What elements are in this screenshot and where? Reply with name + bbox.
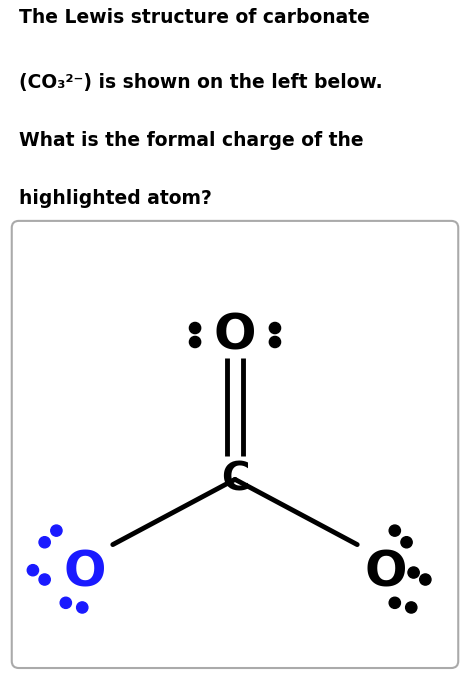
Text: (CO₃²⁻) is shown on the left below.: (CO₃²⁻) is shown on the left below. (19, 73, 383, 92)
Circle shape (401, 537, 412, 548)
Circle shape (389, 525, 400, 536)
Circle shape (269, 336, 281, 348)
Text: O: O (214, 311, 256, 359)
Circle shape (408, 567, 419, 578)
Text: O: O (364, 549, 407, 597)
Circle shape (189, 323, 201, 333)
Text: What is the formal charge of the: What is the formal charge of the (19, 131, 363, 150)
Circle shape (189, 336, 201, 348)
Text: C: C (221, 460, 249, 498)
Circle shape (51, 525, 62, 536)
Circle shape (77, 602, 88, 613)
Circle shape (269, 323, 281, 333)
Text: O: O (63, 549, 106, 597)
Text: The Lewis structure of carbonate: The Lewis structure of carbonate (19, 8, 370, 27)
Circle shape (420, 574, 431, 585)
FancyBboxPatch shape (12, 221, 458, 668)
Circle shape (39, 574, 50, 585)
Circle shape (389, 597, 400, 608)
Circle shape (39, 537, 50, 548)
Circle shape (60, 597, 71, 608)
Circle shape (27, 564, 39, 576)
Circle shape (406, 602, 417, 613)
Text: highlighted atom?: highlighted atom? (19, 189, 212, 208)
